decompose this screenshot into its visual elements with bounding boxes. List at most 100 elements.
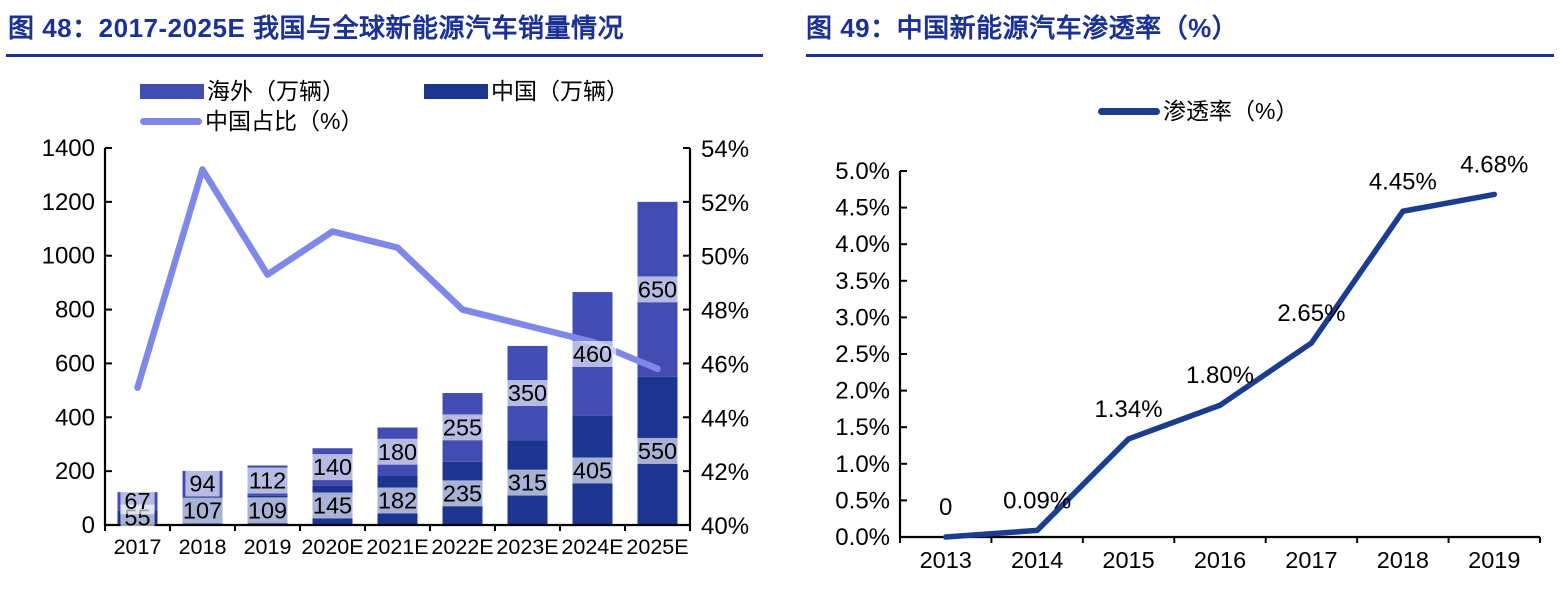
right-axis-tick-label: 54% bbox=[701, 136, 749, 163]
china-value-label: 235 bbox=[443, 480, 482, 506]
overseas-value-label: 112 bbox=[249, 468, 286, 494]
left-axis-tick-label: 0 bbox=[82, 512, 95, 539]
left-axis-tick-label: 800 bbox=[55, 297, 95, 324]
y-axis-tick-label: 0.0% bbox=[835, 524, 890, 551]
y-axis-tick-label: 5.0% bbox=[835, 158, 890, 185]
axis-frame bbox=[103, 148, 692, 527]
figure-48-title: 图 48：2017-2025E 我国与全球新能源汽车销量情况 bbox=[8, 13, 625, 43]
figure-49-chart: 0.0% 0.5% 1.0% 1.5% 2.0% 2.5% 3.0% 3.5% 4.0% 4.5%… bbox=[835, 151, 1541, 573]
data-label-backing bbox=[503, 469, 552, 496]
x-axis-label: 2020E bbox=[301, 535, 363, 559]
china-share-line bbox=[134, 166, 661, 391]
legend-swatch-china-share bbox=[140, 117, 202, 125]
x-axis-label: 2025E bbox=[626, 535, 688, 559]
data-label-backing bbox=[503, 380, 552, 407]
legend-swatch-overseas bbox=[140, 83, 204, 99]
overseas-value-label: 94 bbox=[189, 471, 215, 497]
penetration-value-label: 4.45% bbox=[1369, 168, 1437, 195]
figure-49-title: 图 49：中国新能源汽车渗透率（%） bbox=[806, 13, 1239, 43]
y-axis-tick-label: 4.0% bbox=[835, 231, 890, 258]
penetration-value-label: 0 bbox=[939, 494, 952, 521]
data-label-backing bbox=[308, 454, 357, 481]
data-label-backing bbox=[568, 341, 617, 368]
legend-item-penetration: 渗透率（%） bbox=[1098, 98, 1298, 124]
legend-label-penetration: 渗透率（%） bbox=[1163, 98, 1299, 124]
china-value-label: 145 bbox=[313, 492, 352, 518]
data-label-backing bbox=[373, 438, 422, 465]
x-axis-label: 2019 bbox=[1468, 547, 1520, 573]
y-axis-tick-label: 1.5% bbox=[835, 414, 890, 441]
overseas-value-label: 180 bbox=[378, 439, 417, 465]
china-value-label: 182 bbox=[378, 487, 417, 513]
x-axis-label: 2017 bbox=[1285, 547, 1337, 573]
china-value-label: 550 bbox=[638, 438, 677, 464]
overseas-value-label: 67 bbox=[124, 488, 150, 514]
x-axis-label: 2016 bbox=[1194, 547, 1246, 573]
left-axis-tick-label: 400 bbox=[55, 404, 95, 431]
left-axis-tick-label: 600 bbox=[55, 350, 95, 377]
right-axis-tick-label: 44% bbox=[701, 405, 749, 432]
data-label-backing bbox=[178, 497, 227, 524]
right-axis-tick-label: 48% bbox=[701, 298, 749, 325]
x-axis-label: 2021E bbox=[366, 535, 428, 559]
y-axis-tick-label: 3.0% bbox=[835, 304, 890, 331]
data-label-backing bbox=[438, 480, 487, 507]
x-axis-label: 2022E bbox=[431, 535, 493, 559]
overseas-value-label: 460 bbox=[573, 341, 612, 367]
china-value-label: 109 bbox=[248, 497, 287, 523]
x-axis-label: 2014 bbox=[1011, 547, 1063, 573]
legend-item-china-share: 中国占比（%） bbox=[140, 108, 363, 134]
legend-item-china: 中国（万辆） bbox=[424, 78, 629, 104]
penetration-value-label: 0.09% bbox=[1003, 487, 1071, 514]
y-axis-tick-label: 3.5% bbox=[835, 268, 890, 295]
y-axis-tick-label: 2.0% bbox=[835, 378, 890, 405]
figure-49-title-underline bbox=[806, 54, 1554, 57]
legend-label-china: 中国（万辆） bbox=[491, 78, 629, 104]
legend-swatch-china bbox=[424, 83, 488, 99]
figure-48-chart: 0 200 400 600 800 1000 1200 1400 40% 42% 44% 46% 48%… bbox=[42, 135, 749, 559]
right-axis-tick-label: 46% bbox=[701, 351, 749, 378]
x-axis-label: 2018 bbox=[179, 535, 227, 559]
china-value-label: 405 bbox=[573, 457, 612, 483]
legend-label-overseas: 海外（万辆） bbox=[207, 78, 345, 104]
data-label-backing bbox=[308, 492, 357, 519]
data-label-backing bbox=[120, 488, 155, 515]
data-label-backing bbox=[373, 487, 422, 514]
overseas-value-label: 255 bbox=[443, 414, 482, 440]
x-axis-label: 2023E bbox=[496, 535, 558, 559]
penetration-value-label: 2.65% bbox=[1277, 300, 1345, 327]
data-label-backing bbox=[633, 437, 682, 464]
penetration-value-label: 1.80% bbox=[1186, 362, 1254, 389]
x-axis-label: 2018 bbox=[1377, 547, 1429, 573]
penetration-line bbox=[942, 191, 1498, 540]
x-axis-label: 2015 bbox=[1102, 547, 1154, 573]
legend-item-overseas: 海外（万辆） bbox=[140, 78, 345, 104]
data-label-backing bbox=[185, 470, 220, 497]
left-axis-tick-label: 200 bbox=[55, 458, 95, 485]
y-axis-tick-label: 2.5% bbox=[835, 341, 890, 368]
x-axis-label: 2017 bbox=[114, 535, 162, 559]
overseas-value-label: 140 bbox=[313, 454, 352, 480]
data-label-backing bbox=[244, 467, 291, 494]
x-axis-label: 2013 bbox=[920, 547, 972, 573]
china-value-label: 107 bbox=[183, 498, 222, 524]
data-label-backing bbox=[568, 457, 617, 484]
right-axis-tick-label: 42% bbox=[701, 459, 749, 486]
right-axis-tick-label: 50% bbox=[701, 244, 749, 271]
left-axis-tick-label: 1400 bbox=[42, 135, 95, 162]
penetration-value-label: 1.34% bbox=[1095, 396, 1163, 423]
y-axis-tick-label: 0.5% bbox=[835, 487, 890, 514]
china-value-label: 315 bbox=[508, 470, 547, 496]
left-axis-tick-label: 1200 bbox=[42, 189, 95, 216]
legend-swatch-penetration bbox=[1098, 107, 1160, 115]
left-axis-tick-label: 1000 bbox=[42, 243, 95, 270]
x-axis-label: 2024E bbox=[561, 535, 623, 559]
y-axis-tick-label: 4.5% bbox=[835, 195, 890, 222]
y-axis-tick-label: 1.0% bbox=[835, 451, 890, 478]
figure-48: 图 48：2017-2025E 我国与全球新能源汽车销量情况 海外（万辆） 中国… bbox=[6, 13, 763, 559]
overseas-value-label: 650 bbox=[638, 276, 677, 302]
right-axis-tick-label: 40% bbox=[701, 513, 749, 540]
data-label-backing bbox=[438, 414, 487, 441]
right-axis-tick-label: 52% bbox=[701, 190, 749, 217]
